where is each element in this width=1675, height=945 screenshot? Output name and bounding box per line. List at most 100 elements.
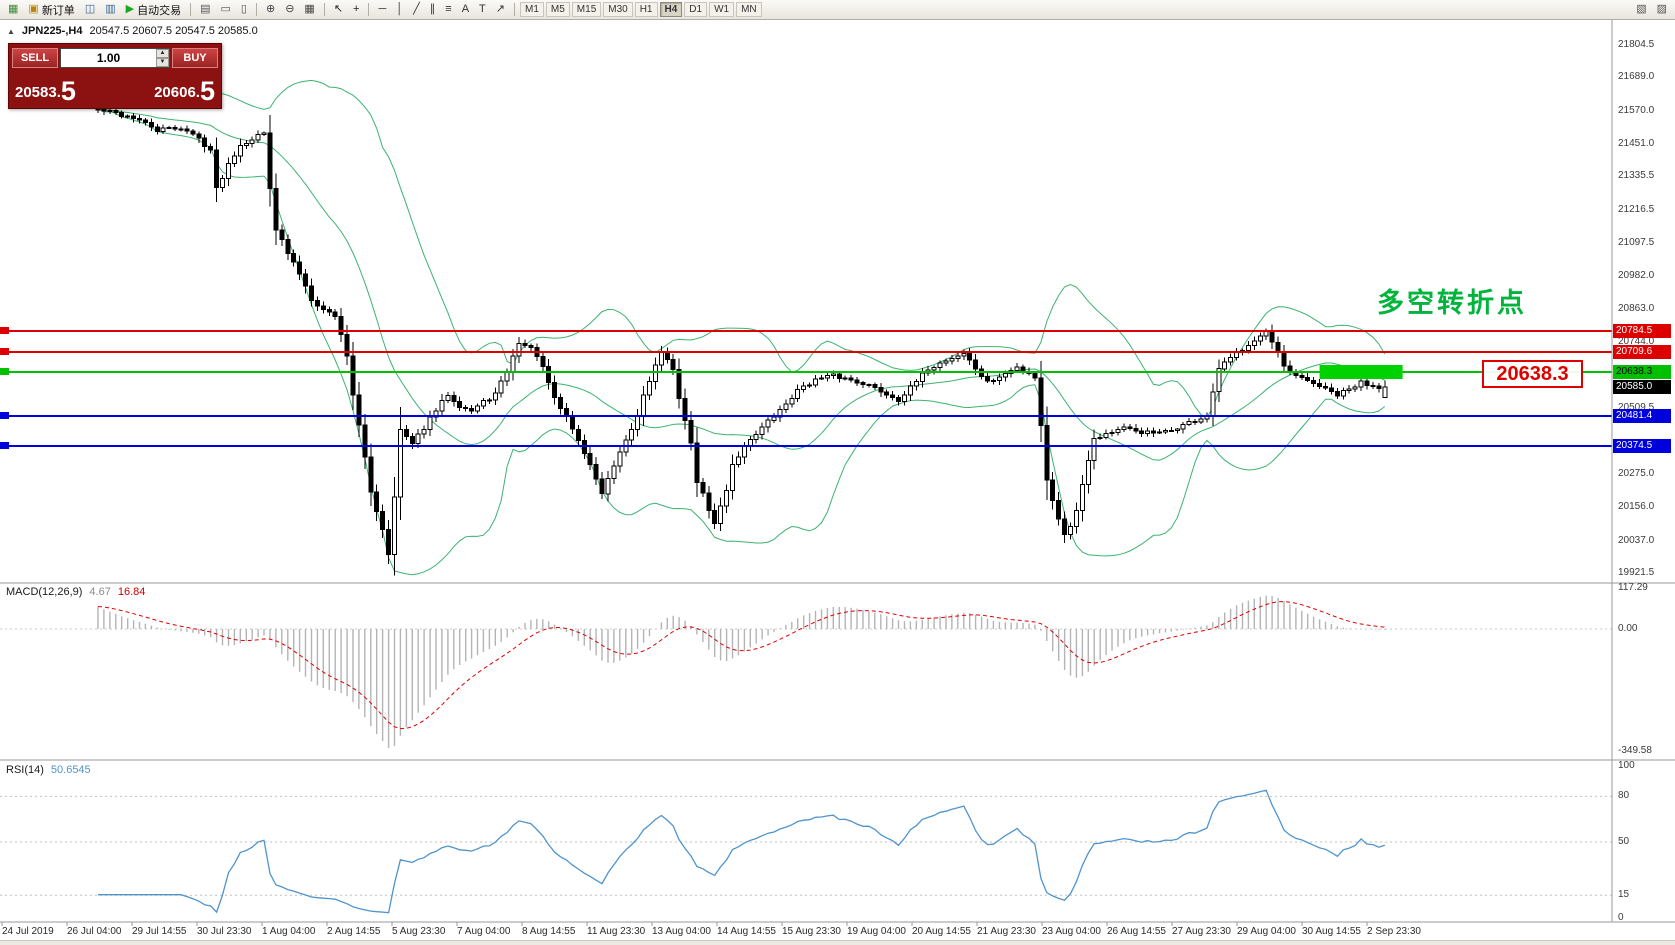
tile-vertically-icon: ▯ <box>240 3 247 15</box>
x-axis-label: 2 Sep 23:30 <box>1367 926 1421 937</box>
rsi-scale-label: 0 <box>1618 912 1624 923</box>
zoom-in-button[interactable]: ⊕ <box>262 1 279 18</box>
buy-price: 20606. 5 <box>154 76 215 106</box>
timeframe-d1-button[interactable]: D1 <box>684 2 708 17</box>
price-callout: 20638.3 <box>1482 360 1583 388</box>
timeframe-h1-button[interactable]: H1 <box>634 2 658 17</box>
text-button[interactable]: A <box>458 1 473 18</box>
y-axis-label: 19921.5 <box>1618 567 1655 579</box>
timeframe-m5-button[interactable]: M5 <box>545 2 570 17</box>
y-axis-label: 20863.0 <box>1618 302 1655 314</box>
y-axis-label: 21689.0 <box>1618 71 1655 83</box>
rsi-scale-label: 100 <box>1618 760 1635 771</box>
data-window-icon: ▧ <box>1636 3 1647 15</box>
rsi-scale-label: 80 <box>1618 790 1630 802</box>
hline-left-tag <box>0 412 9 420</box>
volume-increase-button[interactable]: ▲ <box>156 49 169 58</box>
macd-histogram <box>97 595 1386 748</box>
price-scale[interactable]: 21804.5 21689.0 21570.0 21451.0 21335.5 21216… <box>1612 0 1675 945</box>
y-axis-label: 20982.0 <box>1618 269 1655 281</box>
sell-button[interactable]: SELL <box>12 48 58 68</box>
profiles-button[interactable]: ▥ <box>101 1 119 18</box>
toolbar-separator <box>255 3 257 16</box>
rsi-value: 50.6545 <box>50 764 91 776</box>
x-axis-label: 27 Aug 23:30 <box>1172 926 1231 937</box>
x-axis-label: 21 Aug 23:30 <box>977 926 1036 937</box>
cursor-button[interactable]: ↖ <box>330 1 347 18</box>
x-axis-label: 1 Aug 04:00 <box>262 926 316 937</box>
window-marker-icon: ▲ <box>7 26 15 36</box>
hline-left-tag <box>0 327 9 335</box>
data-window-button[interactable]: ▧ <box>1632 1 1650 18</box>
price-tag: 20638.3 <box>1613 364 1671 379</box>
macd-indicator-label: MACD(12,26,9) 4.67 16.84 <box>6 586 145 598</box>
ohlc-readout: 20547.5 20607.5 20547.5 20585.0 <box>89 25 258 37</box>
channel-button[interactable]: ∥ <box>426 1 440 18</box>
cascade-windows-icon: ▤ <box>200 3 211 15</box>
grid-button[interactable]: ▦ <box>300 1 318 18</box>
x-axis-label: 30 Aug 14:55 <box>1302 926 1361 937</box>
x-axis-label: 15 Aug 23:30 <box>782 926 841 937</box>
horizontal-line-button[interactable]: ─ <box>374 1 390 18</box>
trade-panel-controls: SELL ▲ ▼ BUY <box>12 47 218 69</box>
timeframe-m30-button[interactable]: M30 <box>603 2 633 17</box>
timeframe-w1-button[interactable]: W1 <box>709 2 735 17</box>
text-icon: A <box>461 3 470 15</box>
new-order-label: 新订单 <box>41 4 75 17</box>
y-axis-label: 21216.5 <box>1618 203 1655 215</box>
trendline-button[interactable]: ╱ <box>409 1 424 18</box>
timeframe-h4-button[interactable]: H4 <box>659 2 683 17</box>
y-axis-label: 21097.5 <box>1618 237 1655 249</box>
tile-vertically-button[interactable]: ▯ <box>237 1 251 18</box>
y-axis-label: 21451.0 <box>1618 137 1655 149</box>
x-axis-label: 30 Jul 23:30 <box>197 926 252 937</box>
label-button[interactable]: T <box>475 1 490 18</box>
volume-input[interactable] <box>61 49 156 67</box>
new-chart-button[interactable]: ◫ <box>81 1 99 18</box>
horizontal-line-icon: ─ <box>378 3 387 15</box>
price-tag: 20709.6 <box>1613 344 1671 359</box>
rsi-name: RSI(14) <box>6 764 44 776</box>
one-click-trading-panel: SELL ▲ ▼ BUY 20583.5 20606.5 <box>8 43 222 109</box>
tile-horizontally-button[interactable]: ▭ <box>217 1 235 18</box>
buy-button[interactable]: BUY <box>172 48 218 68</box>
fibonacci-button[interactable]: ≡ <box>441 1 455 18</box>
timeframe-m1-button[interactable]: M1 <box>519 2 544 17</box>
trade-panel-prices: 20583. 5 20606. 5 <box>12 69 218 105</box>
macd-scale-label: -349.58 <box>1618 745 1652 757</box>
zoom-in-icon: ⊕ <box>265 3 276 15</box>
zoom-out-button[interactable]: ⊖ <box>281 1 298 18</box>
volume-decrease-button[interactable]: ▼ <box>156 58 169 67</box>
y-axis-label: 21335.5 <box>1618 170 1655 182</box>
toolbar-separator <box>190 3 192 16</box>
app-icon-button[interactable]: ▦ <box>4 1 22 18</box>
vertical-line-button[interactable]: │ <box>392 1 407 18</box>
arrow-tool-button[interactable]: ↗ <box>492 1 509 18</box>
crosshair-button[interactable]: + <box>349 1 363 18</box>
strategy-tester-button[interactable]: ▨ <box>1653 1 1671 18</box>
macd-scale-label: 0.00 <box>1618 623 1638 634</box>
highlight-rectangle[interactable] <box>1319 365 1403 379</box>
y-axis-label: 20275.0 <box>1618 467 1655 479</box>
channel-icon: ∥ <box>429 3 436 15</box>
rsi-scale-label: 50 <box>1618 836 1630 847</box>
bollinger-band <box>97 108 1386 461</box>
autotrade-button[interactable]: ▶ 自动交易 <box>122 1 185 18</box>
new-order-button[interactable]: ▣ 新订单 <box>24 1 78 18</box>
fibonacci-icon: ≡ <box>445 3 452 15</box>
candles-layer <box>95 104 1388 576</box>
label-icon: T <box>479 3 486 15</box>
status-bar <box>0 940 1675 945</box>
time-axis[interactable]: 24 Jul 2019 26 Jul 04:00 29 Jul 14:55 30 Ju… <box>0 922 1612 945</box>
sell-price: 20583. 5 <box>15 76 76 106</box>
rsi-indicator-label: RSI(14) 50.6545 <box>6 764 91 776</box>
zoom-out-icon: ⊖ <box>285 3 295 15</box>
tile-horizontally-icon: ▭ <box>220 3 231 15</box>
hline-left-tag <box>0 442 9 450</box>
y-axis-label: 20744.0 <box>1618 336 1655 348</box>
cascade-windows-button[interactable]: ▤ <box>196 1 214 18</box>
x-axis-label: 26 Jul 04:00 <box>67 926 122 937</box>
timeframe-m15-button[interactable]: M15 <box>571 2 602 17</box>
timeframe-mn-button[interactable]: MN <box>736 2 762 17</box>
